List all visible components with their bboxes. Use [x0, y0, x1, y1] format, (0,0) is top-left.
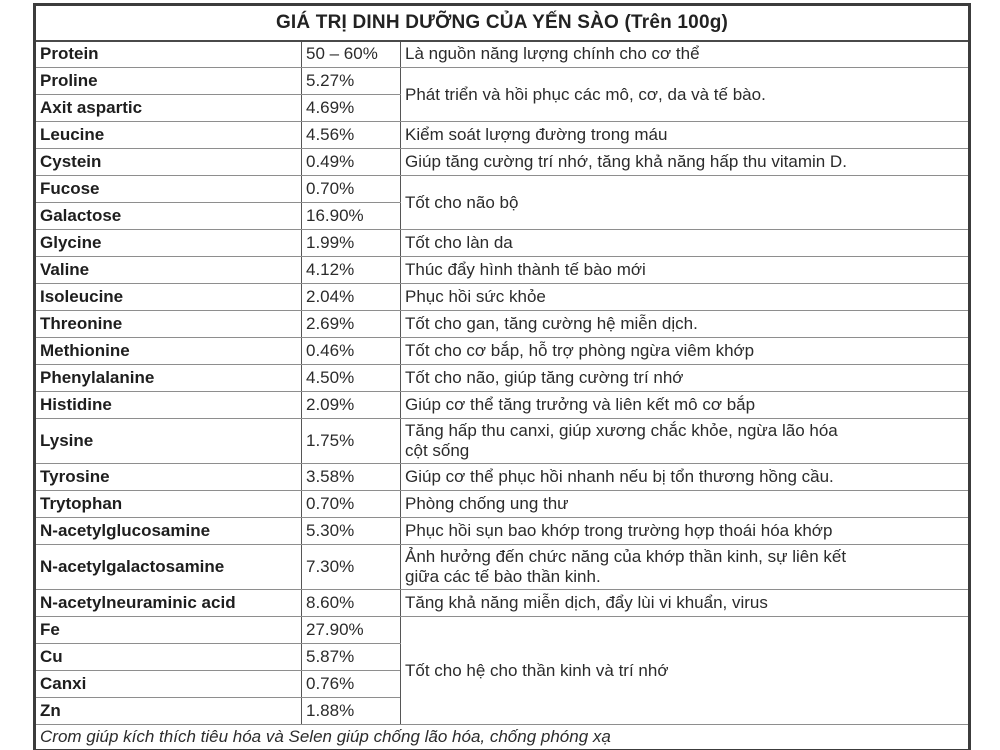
nutrient-name: Canxi	[34, 670, 302, 698]
table-row: Leucine 4.56% Kiểm soát lượng đường trong …	[34, 121, 971, 149]
table-row: N-acetylneuraminic acid 8.60% Tăng khả năn…	[34, 589, 971, 617]
nutrient-description: Là nguồn năng lượng chính cho cơ thể	[399, 40, 971, 68]
table-row: Glycine 1.99% Tốt cho làn da	[34, 229, 971, 257]
nutrient-name: Protein	[34, 40, 302, 68]
nutrient-value: 1.75%	[301, 418, 401, 464]
nutrient-description: Thúc đẩy hình thành tế bào mới	[399, 256, 971, 284]
nutrient-name: Cystein	[34, 148, 302, 176]
nutrition-table: GIÁ TRỊ DINH DƯỠNG CỦA YẾN SÀO (Trên 100…	[33, 3, 972, 750]
nutrient-value: 0.76%	[301, 670, 401, 698]
nutrient-value: 16.90%	[301, 202, 401, 230]
nutrient-name: Proline	[34, 67, 302, 95]
nutrient-name: Valine	[34, 256, 302, 284]
nutrient-name: Histidine	[34, 391, 302, 419]
table-row: Trytophan 0.70% Phòng chống ung thư	[34, 490, 971, 518]
nutrient-value: 8.60%	[301, 589, 401, 617]
nutrient-description: Giúp tăng cường trí nhớ, tăng khả năng h…	[399, 148, 971, 176]
table-row: Protein 50 – 60% Là nguồn năng lượng chính…	[34, 40, 971, 68]
nutrient-description: Phát triển và hồi phục các mô, cơ, da và…	[399, 67, 971, 122]
nutrient-name: Isoleucine	[34, 283, 302, 311]
nutrient-value: 4.69%	[301, 94, 401, 122]
table-row: Tyrosine 3.58% Giúp cơ thể phục hồi nhanh …	[34, 463, 971, 491]
nutrient-value: 0.49%	[301, 148, 401, 176]
nutrient-description: Phòng chống ung thư	[399, 490, 971, 518]
nutrient-value: 5.30%	[301, 517, 401, 545]
nutrient-description: Tăng khả năng miễn dịch, đẩy lùi vi khuẩ…	[399, 589, 971, 617]
nutrient-value: 0.70%	[301, 175, 401, 203]
footnote-row: Crom giúp kích thích tiêu hóa và Selen g…	[33, 724, 971, 750]
nutrient-description: Tốt cho não, giúp tăng cường trí nhớ	[399, 364, 971, 392]
nutrient-description: Phục hồi sụn bao khớp trong trường hợp t…	[399, 517, 971, 545]
nutrient-name: Zn	[34, 697, 302, 725]
table-row: Canxi 0.76%	[34, 670, 970, 698]
nutrient-description: Tốt cho cơ bắp, hỗ trợ phòng ngừa viêm k…	[399, 337, 971, 365]
nutrient-description: Tốt cho gan, tăng cường hệ miễn dịch.	[399, 310, 971, 338]
nutrient-value: 5.27%	[301, 67, 401, 95]
nutrient-name: Glycine	[34, 229, 302, 257]
nutrient-description: Tốt cho hệ cho thần kinh và trí nhớ	[399, 616, 971, 725]
nutrient-value: 4.56%	[301, 121, 401, 149]
nutrient-description: Tăng hấp thu canxi, giúp xương chắc khỏe…	[399, 418, 971, 464]
table-row: Histidine 2.09% Giúp cơ thể tăng trưởng và…	[34, 391, 971, 419]
nutrient-value: 2.09%	[301, 391, 401, 419]
table-row: Lysine 1.75% Tăng hấp thu canxi, giúp xươn…	[34, 418, 971, 464]
table-row: Fucose 0.70% Tốt cho não bộ	[34, 175, 971, 230]
table-row: N-acetylgalactosamine 7.30% Ảnh hưởng đến …	[34, 544, 971, 590]
table-row: Axit aspartic 4.69%	[34, 94, 970, 122]
nutrient-description: Tốt cho não bộ	[399, 175, 971, 230]
nutrient-name: Phenylalanine	[34, 364, 302, 392]
nutrient-value: 4.12%	[301, 256, 401, 284]
table-row: Cystein 0.49% Giúp tăng cường trí nhớ, tăn…	[34, 148, 971, 176]
table-title: GIÁ TRỊ DINH DƯỠNG CỦA YẾN SÀO (Trên 100…	[34, 4, 970, 42]
nutrient-description: Ảnh hưởng đến chức năng của khớp thần ki…	[399, 544, 971, 590]
nutrient-name: Leucine	[34, 121, 302, 149]
nutrient-name: Galactose	[34, 202, 302, 230]
nutrient-name: N-acetylgalactosamine	[34, 544, 302, 590]
nutrient-value: 0.70%	[301, 490, 401, 518]
table-row: Methionine 0.46% Tốt cho cơ bắp, hỗ trợ ph…	[34, 337, 971, 365]
nutrient-name: N-acetylneuraminic acid	[34, 589, 302, 617]
title-row: GIÁ TRỊ DINH DƯỠNG CỦA YẾN SÀO (Trên 100…	[34, 4, 970, 42]
table-row: Isoleucine 2.04% Phục hồi sức khỏe	[34, 283, 971, 311]
table-row: Threonine 2.69% Tốt cho gan, tăng cường hệ…	[34, 310, 971, 338]
table-row: N-acetylglucosamine 5.30% Phục hồi sụn bao…	[34, 517, 971, 545]
nutrient-name: Lysine	[34, 418, 302, 464]
table-row: Zn 1.88%	[34, 697, 970, 725]
nutrient-name: Trytophan	[34, 490, 302, 518]
table-row: Phenylalanine 4.50% Tốt cho não, giúp tăng…	[34, 364, 971, 392]
nutrient-name: Threonine	[34, 310, 302, 338]
table-row: Proline 5.27% Phát triển và hồi phục các m…	[34, 67, 971, 122]
nutrient-description: Giúp cơ thể tăng trưởng và liên kết mô c…	[399, 391, 971, 419]
table-body: Protein 50 – 60% Là nguồn năng lượng chính…	[34, 40, 971, 725]
nutrient-value: 2.04%	[301, 283, 401, 311]
nutrient-value: 50 – 60%	[301, 40, 401, 68]
nutrient-value: 1.88%	[301, 697, 401, 725]
nutrient-name: Fe	[34, 616, 302, 644]
table-row: Cu 5.87%	[34, 643, 970, 671]
nutrient-name: Tyrosine	[34, 463, 302, 491]
table-footnote: Crom giúp kích thích tiêu hóa và Selen g…	[33, 724, 971, 750]
nutrient-description: Kiểm soát lượng đường trong máu	[399, 121, 971, 149]
nutrient-description: Tốt cho làn da	[399, 229, 971, 257]
nutrient-name: Fucose	[34, 175, 302, 203]
nutrient-name: N-acetylglucosamine	[34, 517, 302, 545]
nutrient-value: 0.46%	[301, 337, 401, 365]
nutrient-name: Axit aspartic	[34, 94, 302, 122]
nutrient-description: Phục hồi sức khỏe	[399, 283, 971, 311]
nutrient-value: 2.69%	[301, 310, 401, 338]
table-row: Fe 27.90% Tốt cho hệ cho thần kinh và trí …	[34, 616, 971, 725]
nutrient-name: Cu	[34, 643, 302, 671]
nutrient-value: 7.30%	[301, 544, 401, 590]
nutrient-value: 27.90%	[301, 616, 401, 644]
nutrient-description: Giúp cơ thể phục hồi nhanh nếu bị tổn th…	[399, 463, 971, 491]
table-row: Valine 4.12% Thúc đẩy hình thành tế bào mớ…	[34, 256, 971, 284]
nutrient-value: 3.58%	[301, 463, 401, 491]
nutrient-name: Methionine	[34, 337, 302, 365]
nutrient-value: 4.50%	[301, 364, 401, 392]
nutrient-value: 5.87%	[301, 643, 401, 671]
nutrient-value: 1.99%	[301, 229, 401, 257]
